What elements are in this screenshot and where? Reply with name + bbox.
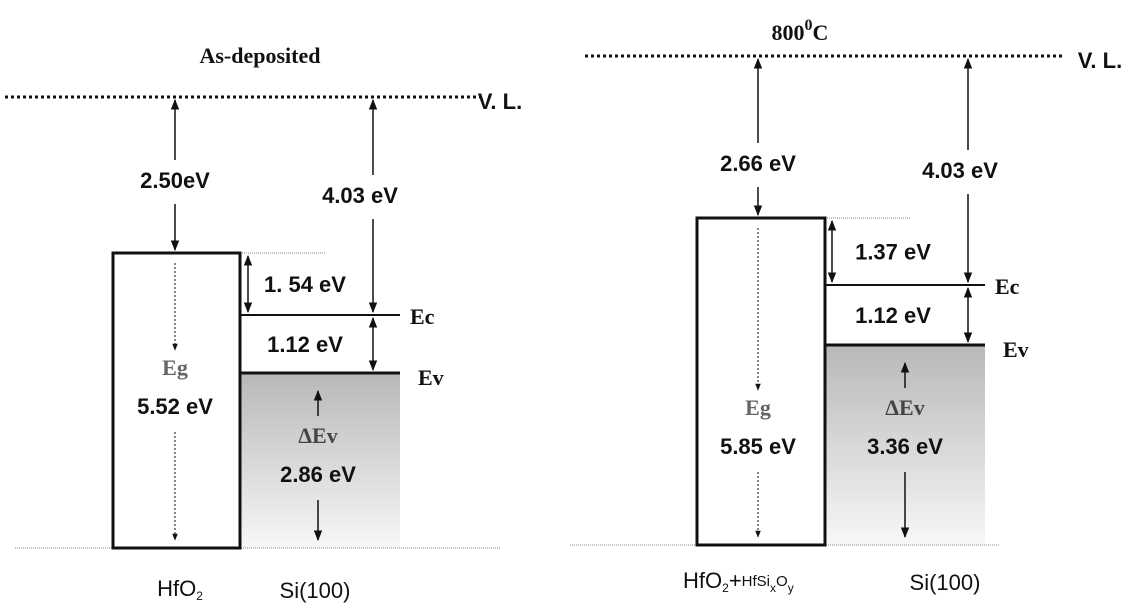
- ev-label: Ev: [418, 365, 444, 390]
- cb-offset: 1.37 eV: [855, 239, 931, 264]
- text-part: O: [776, 573, 788, 590]
- text-part: +: [729, 568, 742, 593]
- cb-offset: 1. 54 eV: [264, 272, 346, 297]
- panel-title: As-deposited: [199, 43, 320, 68]
- text-part: 800: [772, 20, 805, 45]
- eg-label: Eg: [162, 355, 188, 380]
- ev-label: Ev: [1003, 337, 1029, 362]
- text-part: HfSi: [742, 573, 770, 590]
- vacuum-level-label: V. L.: [1078, 48, 1122, 73]
- text-part: HfO: [683, 568, 722, 593]
- ec-label: Ec: [410, 304, 435, 329]
- text-part: 2: [196, 589, 203, 603]
- ec-label: Ec: [995, 274, 1020, 299]
- dev-value: 2.86 eV: [280, 462, 356, 487]
- dev-label: ΔEv: [298, 423, 337, 448]
- si-affinity: 4.03 eV: [922, 158, 998, 183]
- text-part: y: [788, 581, 794, 595]
- oxide-barrier: 2.66 eV: [720, 151, 796, 176]
- oxide-label: HfO2+HfSixOy: [683, 568, 794, 595]
- dev-label: ΔEv: [885, 395, 924, 420]
- text-part: As-deposited: [199, 43, 320, 68]
- oxide-barrier: 2.50eV: [140, 168, 210, 193]
- substrate-label: Si(100): [910, 570, 981, 595]
- text-part: HfO: [157, 576, 196, 601]
- text-part: 2: [722, 581, 729, 595]
- text-part: x: [770, 581, 776, 595]
- si-gap: 1.12 eV: [855, 303, 931, 328]
- eg-label: Eg: [745, 395, 771, 420]
- vacuum-level-label: V. L.: [478, 89, 522, 114]
- substrate-label: Si(100): [280, 578, 351, 603]
- eg-value: 5.52 eV: [137, 394, 213, 419]
- text-part: C: [813, 20, 829, 45]
- oxide-box: [111, 251, 242, 550]
- text-part: 0: [805, 17, 813, 34]
- dev-value: 3.36 eV: [867, 434, 943, 459]
- si-gap: 1.12 eV: [267, 332, 343, 357]
- panel-title: 8000C: [772, 17, 829, 45]
- oxide-box: [695, 216, 827, 547]
- si-affinity: 4.03 eV: [322, 183, 398, 208]
- valence-fill: [240, 373, 400, 548]
- eg-value: 5.85 eV: [720, 434, 796, 459]
- oxide-label: HfO2: [157, 576, 203, 603]
